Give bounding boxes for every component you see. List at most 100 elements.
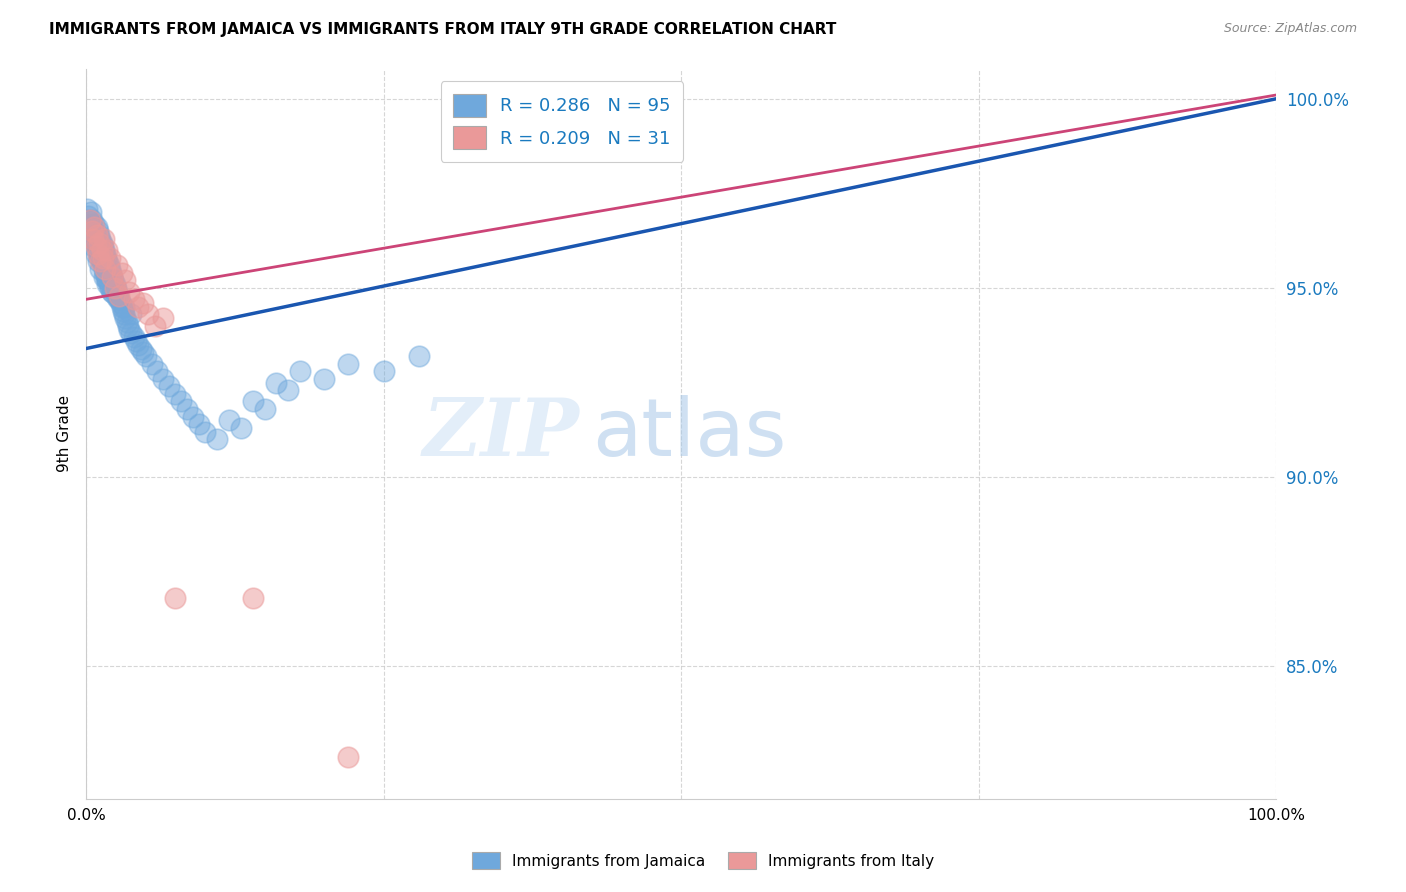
Point [100,266,122,280]
Point [105,258,128,272]
Legend: Immigrants from Jamaica, Immigrants from Italy: Immigrants from Jamaica, Immigrants from… [465,846,941,875]
Point [96,243,118,257]
Point [87,243,110,257]
Point [94,262,117,277]
Point [132,296,155,310]
Point [118,322,141,336]
Point [104,281,127,295]
Point [89,251,111,265]
Point [77,209,100,223]
Point [108,293,131,307]
Point [122,293,145,307]
Point [129,342,152,356]
Point [229,421,252,435]
Point [373,364,395,378]
Point [336,750,359,764]
Point [80,212,103,227]
Point [408,349,430,363]
Text: Source: ZipAtlas.com: Source: ZipAtlas.com [1223,22,1357,36]
Point [87,254,110,268]
Point [96,277,118,292]
Point [176,402,198,417]
Point [188,417,211,432]
Point [101,269,124,284]
Point [242,591,264,606]
Point [336,357,359,371]
Point [103,273,125,287]
Point [115,315,138,329]
Point [89,235,111,250]
Point [82,232,104,246]
Point [90,254,112,268]
Point [107,288,129,302]
Point [80,205,103,219]
Point [118,285,141,299]
Point [101,285,124,299]
Point [104,288,127,302]
Point [93,243,115,257]
Point [96,251,118,265]
Point [110,296,132,310]
Point [157,379,180,393]
Point [90,243,112,257]
Point [76,202,98,216]
Point [79,212,101,227]
Point [93,269,115,284]
Point [122,330,145,344]
Point [120,308,142,322]
Point [132,345,155,359]
Point [205,433,228,447]
Point [79,220,101,235]
Point [91,258,114,272]
Point [94,266,117,280]
Point [80,232,103,246]
Point [84,235,107,250]
Point [127,300,149,314]
Point [165,387,187,401]
Point [98,251,121,265]
Point [117,318,139,333]
Point [91,239,114,253]
Point [87,247,110,261]
Point [107,293,129,307]
Point [108,288,131,302]
Y-axis label: 9th Grade: 9th Grade [58,395,72,472]
Point [82,224,104,238]
Point [83,217,105,231]
Point [135,349,157,363]
Point [290,364,312,378]
Point [136,308,159,322]
Point [80,224,103,238]
Point [181,409,204,424]
Point [84,247,107,261]
Point [83,220,105,235]
Point [101,285,124,299]
Point [242,394,264,409]
Point [101,269,124,284]
Point [97,277,120,292]
Point [111,300,134,314]
Point [89,232,111,246]
Point [266,376,288,390]
Point [111,266,134,280]
Point [91,251,114,265]
Text: ZIP: ZIP [423,395,579,473]
Point [89,227,111,242]
Point [152,311,174,326]
Point [87,224,110,238]
Point [98,281,121,295]
Point [80,227,103,242]
Point [86,227,108,242]
Point [96,254,118,268]
Point [111,303,134,318]
Point [80,224,103,238]
Legend: R = 0.286   N = 95, R = 0.209   N = 31: R = 0.286 N = 95, R = 0.209 N = 31 [440,81,683,162]
Point [93,262,115,277]
Point [82,239,104,253]
Point [89,247,111,261]
Point [90,235,112,250]
Point [143,318,166,333]
Point [96,273,118,287]
Point [125,334,148,348]
Point [79,217,101,231]
